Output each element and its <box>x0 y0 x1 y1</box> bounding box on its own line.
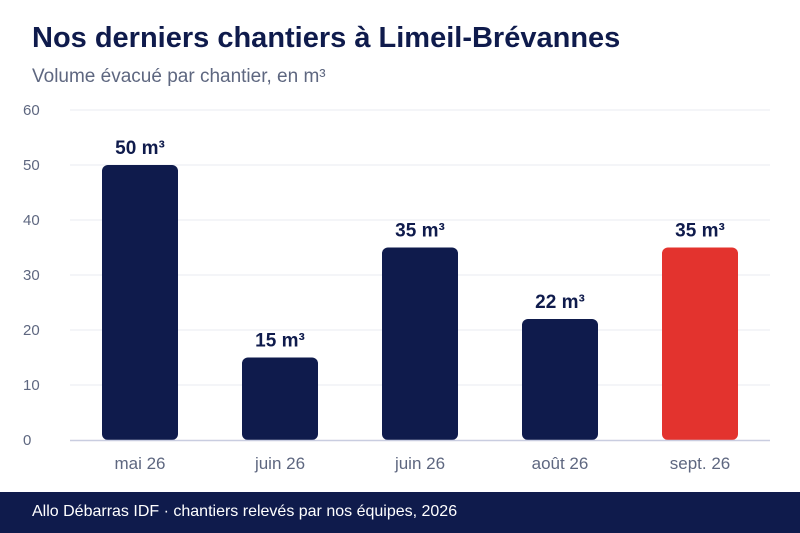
bar-value-label: 35 m³ <box>675 221 725 242</box>
bar <box>102 165 178 440</box>
y-tick-label: 0 <box>23 432 31 449</box>
bar <box>242 357 318 440</box>
y-tick-label: 30 <box>23 267 40 284</box>
y-tick-label: 40 <box>23 212 40 229</box>
y-tick-label: 60 <box>23 102 40 119</box>
x-tick-label: sept. 26 <box>670 454 731 473</box>
y-tick-label: 50 <box>23 157 40 174</box>
bar-value-label: 50 m³ <box>115 138 165 159</box>
x-tick-label: août 26 <box>532 454 589 473</box>
bar-chart: 0 10 20 30 40 50 60 50 m³ mai 26 15 m³ juin 26 35 m… <box>23 102 770 473</box>
x-tick-label: juin 26 <box>394 454 445 473</box>
bar-value-label: 22 m³ <box>535 292 585 313</box>
chart-title: Nos derniers chantiers à Limeil-Brévanne… <box>32 22 621 54</box>
x-tick-label: juin 26 <box>254 454 305 473</box>
bar <box>382 247 458 440</box>
footer-source: Allo Débarras IDF · chantiers relevés pa… <box>32 503 458 520</box>
y-tick-label: 20 <box>23 322 40 339</box>
bar-value-label: 35 m³ <box>395 221 445 242</box>
bar <box>522 319 598 440</box>
y-tick-label: 10 <box>23 377 40 394</box>
bar-value-label: 15 m³ <box>255 331 305 352</box>
x-tick-label: mai 26 <box>114 454 165 473</box>
footer-bar: Allo Débarras IDF · chantiers relevés pa… <box>0 492 800 533</box>
bar <box>662 247 738 440</box>
chart-subtitle: Volume évacué par chantier, en m³ <box>32 66 326 87</box>
